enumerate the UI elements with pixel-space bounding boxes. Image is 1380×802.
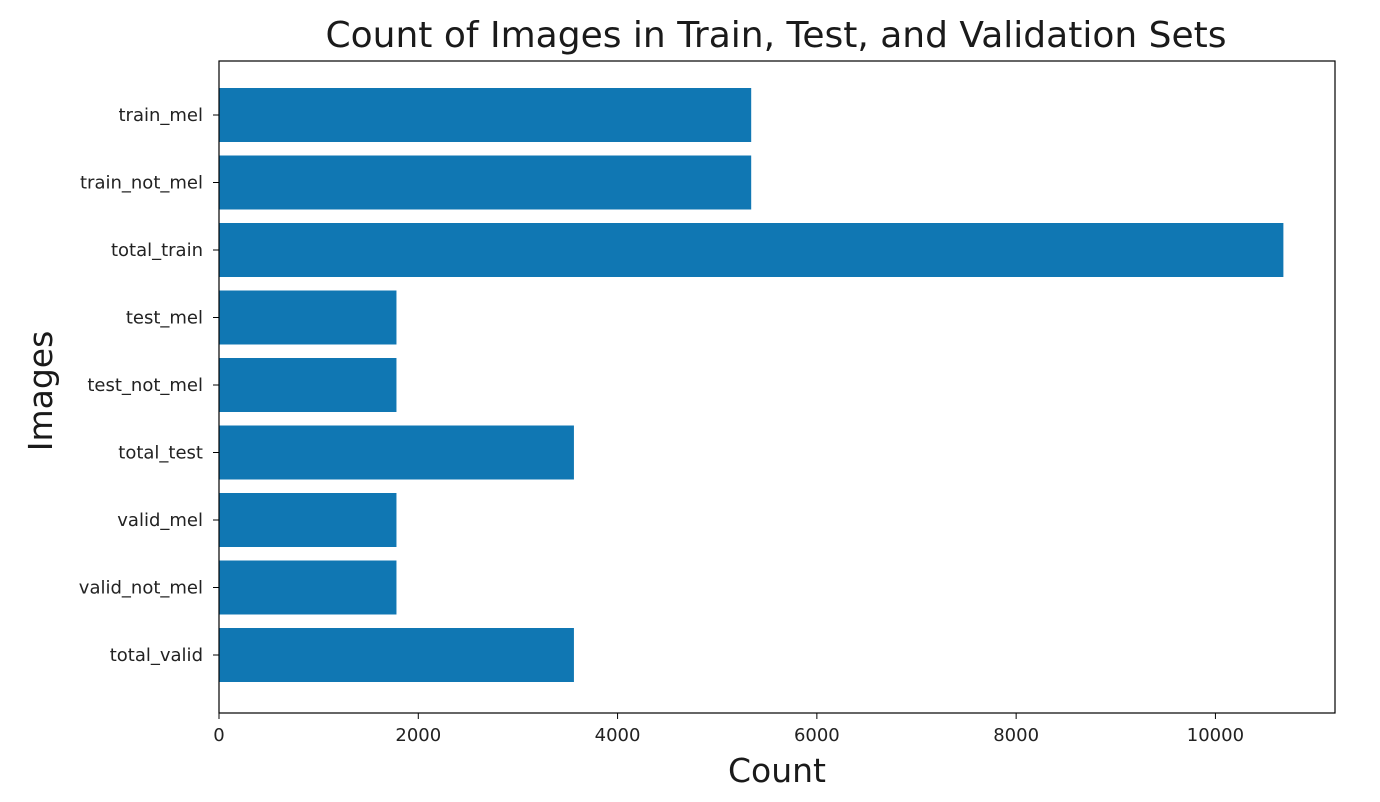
x-tick-label: 2000 [395,725,441,746]
bar-total-valid [219,628,574,682]
y-tick-label: test_mel [126,308,203,329]
bar-test-mel [219,290,397,345]
y-tick-label: total_test [118,443,203,464]
bar-total-test [219,425,574,480]
x-tick-label: 10000 [1187,725,1244,746]
bar-valid-not-mel [219,560,397,615]
y-axis-label: Images [21,331,60,452]
bar-test-not-mel [219,358,397,412]
y-tick-label: valid_not_mel [79,578,203,599]
x-tick-label: 0 [213,725,224,746]
x-axis-label: Count [728,751,826,790]
y-axis-ticks: train_mel train_not_mel total_train test_me… [79,105,219,666]
y-tick-label: train_not_mel [80,173,203,194]
y-tick-label: valid_mel [117,510,203,531]
bar-train-not-mel [219,155,752,210]
bars-group [219,88,1284,682]
x-axis-ticks: 0 2000 4000 6000 8000 10000 [213,713,1244,746]
chart-title: Count of Images in Train, Test, and Vali… [325,15,1226,56]
bar-valid-mel [219,493,397,547]
x-tick-label: 8000 [993,725,1039,746]
plot-frame [218,60,1336,714]
bar-total-train [219,223,1284,277]
x-tick-label: 4000 [595,725,641,746]
y-tick-label: train_mel [118,105,203,126]
x-tick-label: 6000 [794,725,840,746]
y-tick-label: total_train [111,240,203,261]
y-tick-label: test_not_mel [87,375,203,396]
y-tick-label: total_valid [110,645,203,666]
bar-train-mel [219,88,752,142]
